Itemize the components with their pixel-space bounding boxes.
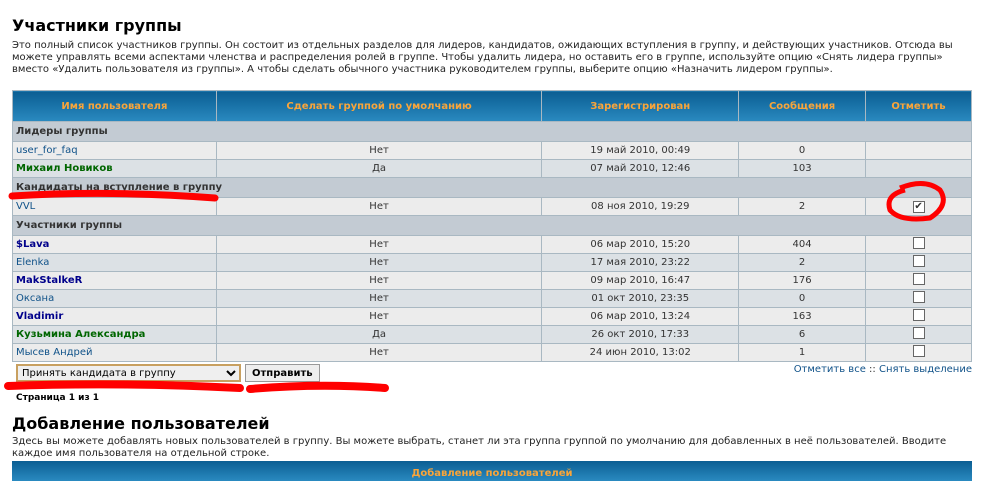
table-row: $Lava Нет 06 мар 2010, 15:20 404 [12,235,972,254]
username-link[interactable]: user_for_faq [16,145,78,156]
default-group-cell: Нет [215,343,543,362]
col-mark: Отметить [865,90,972,122]
default-group-cell: Да [215,325,543,344]
add-users-table-header: Добавление пользователей [12,461,972,481]
col-registered[interactable]: Зарегистрирован [541,90,740,122]
posts-cell: 163 [738,307,867,326]
username-link[interactable]: $Lava [16,239,50,250]
posts-cell: 0 [738,289,867,308]
add-users-description: Здесь вы можете добавлять новых пользова… [12,436,947,459]
red-underline-submit [246,381,389,393]
default-group-cell: Нет [215,141,543,160]
pagination: Страница 1 из 1 [16,393,100,403]
default-group-cell: Да [215,159,543,178]
mark-checkbox[interactable]: ✔ [912,200,925,213]
posts-cell: 1 [738,343,867,362]
unmark-all-link[interactable]: Снять выделение [878,364,972,375]
username-link[interactable]: Оксана [16,293,55,304]
page-title: Участники группы [12,16,182,35]
separator: :: [865,364,879,375]
mark-checkbox[interactable] [912,237,925,249]
posts-cell: 103 [738,159,867,178]
mark-checkbox[interactable] [912,309,925,321]
table-row: Михаил Новиков Да 07 май 2010, 12:46 103 [12,159,972,178]
section-row: Лидеры группы [12,121,972,142]
default-group-cell: Нет [215,289,543,308]
mark-checkbox[interactable] [912,345,925,357]
posts-cell: 2 [738,197,867,216]
username-link[interactable]: Кузьмина Александра [16,329,146,340]
registered-cell: 24 июн 2010, 13:02 [541,343,740,362]
username-link[interactable]: Elenka [16,257,50,268]
registered-cell: 17 мая 2010, 23:22 [541,253,740,272]
username-link[interactable]: Михаил Новиков [16,163,113,174]
registered-cell: 06 мар 2010, 13:24 [541,307,740,326]
registered-cell: 19 май 2010, 00:49 [541,141,740,160]
table-footer: Принять кандидата в группу Отправить Отм… [12,362,972,384]
posts-cell: 0 [738,141,867,160]
page-description: Это полный список участников группы. Он … [12,40,953,75]
registered-cell: 08 ноя 2010, 19:29 [541,197,740,216]
registered-cell: 26 окт 2010, 17:33 [541,325,740,344]
default-group-cell: Нет [215,307,543,326]
posts-cell: 404 [738,235,867,254]
table-row: Мысев Андрей Нет 24 июн 2010, 13:02 1 [12,343,972,362]
table-row: Кузьмина Александра Да 26 окт 2010, 17:33 6 [12,325,972,344]
username-link[interactable]: MakStalkeR [16,275,83,286]
registered-cell: 06 мар 2010, 15:20 [541,235,740,254]
mark-all-link[interactable]: Отметить все [793,364,866,375]
col-username[interactable]: Имя пользователя [12,90,217,122]
username-link[interactable]: Vladimir [16,311,64,322]
mark-checkbox[interactable] [912,255,925,267]
username-link[interactable]: VVL [16,201,36,212]
section-row: Кандидаты на вступление в группу [12,177,972,198]
username-link[interactable]: Мысев Андрей [16,347,93,358]
red-underline-select [4,380,244,392]
registered-cell: 07 май 2010, 12:46 [541,159,740,178]
table-row: Elenka Нет 17 мая 2010, 23:22 2 [12,253,972,272]
mark-checkbox[interactable] [912,273,925,285]
table-row: Оксана Нет 01 окт 2010, 23:35 0 [12,289,972,308]
mark-checkbox[interactable] [912,291,925,303]
members-table: Имя пользователя Сделать группой по умол… [12,90,972,362]
default-group-cell: Нет [215,271,543,290]
mark-checkbox[interactable] [912,327,925,339]
section-title-add-users: Добавление пользователей [12,414,270,433]
section-row: Участники группы [12,215,972,236]
table-row: VVL Нет 08 ноя 2010, 19:29 2 ✔ [12,197,972,216]
submit-button[interactable]: Отправить [245,364,320,382]
col-posts[interactable]: Сообщения [738,90,867,122]
action-select[interactable]: Принять кандидата в группу [16,364,241,382]
posts-cell: 6 [738,325,867,344]
table-row: Vladimir Нет 06 мар 2010, 13:24 163 [12,307,972,326]
posts-cell: 176 [738,271,867,290]
default-group-cell: Нет [215,235,543,254]
table-row: user_for_faq Нет 19 май 2010, 00:49 0 [12,141,972,160]
default-group-cell: Нет [215,197,543,216]
default-group-cell: Нет [215,253,543,272]
registered-cell: 09 мар 2010, 16:47 [541,271,740,290]
registered-cell: 01 окт 2010, 23:35 [541,289,740,308]
posts-cell: 2 [738,253,867,272]
col-default-group[interactable]: Сделать группой по умолчанию [215,90,543,122]
table-row: MakStalkeR Нет 09 мар 2010, 16:47 176 [12,271,972,290]
